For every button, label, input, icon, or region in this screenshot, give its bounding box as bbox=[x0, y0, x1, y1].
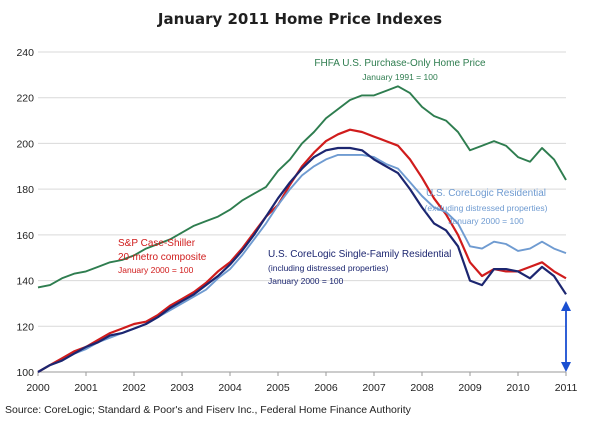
decline-arrow bbox=[561, 301, 571, 372]
x-tick-label: 2005 bbox=[266, 382, 290, 394]
y-tick-label: 120 bbox=[16, 321, 34, 333]
y-tick-label: 220 bbox=[16, 93, 34, 105]
x-tick-label: 2007 bbox=[362, 382, 386, 394]
x-tick-label: 2002 bbox=[122, 382, 146, 394]
y-tick-label: 160 bbox=[16, 230, 34, 242]
label-case-shiller: January 2000 = 100 bbox=[118, 265, 194, 275]
series-lines bbox=[37, 85, 567, 373]
series-fhfa-line bbox=[37, 85, 567, 289]
y-axis-ticks: 100 120 140 160 180 200 220 240 bbox=[16, 47, 34, 379]
y-tick-label: 240 bbox=[16, 47, 34, 59]
label-fhfa: FHFA U.S. Purchase-Only Home Price bbox=[314, 58, 486, 69]
label-corelogic-excl: (excluding distressed properties) bbox=[425, 203, 548, 213]
series-corelogic-incl-line bbox=[37, 146, 567, 373]
x-tick-label: 2001 bbox=[74, 382, 98, 394]
x-tick-label: 2003 bbox=[170, 382, 194, 394]
y-tick-label: 200 bbox=[16, 138, 34, 150]
label-corelogic-incl: (including distressed properties) bbox=[268, 263, 389, 273]
y-tick-label: 100 bbox=[16, 367, 34, 379]
label-case-shiller: S&P Case-Shiller bbox=[118, 238, 196, 249]
series-labels: FHFA U.S. Purchase-Only Home Price Januar… bbox=[118, 58, 548, 286]
series-case-shiller-line bbox=[37, 128, 567, 373]
label-fhfa: January 1991 = 100 bbox=[362, 72, 438, 82]
x-tick-label: 2006 bbox=[314, 382, 338, 394]
gridlines bbox=[37, 51, 567, 376]
y-tick-label: 140 bbox=[16, 276, 34, 288]
x-tick-label: 2009 bbox=[458, 382, 482, 394]
label-corelogic-excl: January 2000 = 100 bbox=[448, 216, 524, 226]
x-tick-label: 2004 bbox=[218, 382, 242, 394]
label-case-shiller: 20-metro composite bbox=[118, 252, 207, 263]
source-note: Source: CoreLogic; Standard & Poor's and… bbox=[5, 404, 412, 416]
label-corelogic-incl: U.S. CoreLogic Single-Family Residential bbox=[268, 249, 451, 260]
x-tick-label: 2008 bbox=[410, 382, 434, 394]
x-axis-ticks: 2000 2001 2002 2003 2004 2005 2006 2007 2008 2009… bbox=[26, 382, 577, 394]
y-tick-label: 180 bbox=[16, 184, 34, 196]
label-corelogic-incl: January 2000 = 100 bbox=[268, 276, 344, 286]
x-tick-label: 2011 bbox=[555, 382, 578, 394]
chart-title: January 2011 Home Price Indexes bbox=[157, 10, 442, 28]
x-tick-label: 2000 bbox=[26, 382, 50, 394]
x-tick-label: 2010 bbox=[506, 382, 530, 394]
label-corelogic-excl: U.S. CoreLogic Residential bbox=[426, 188, 546, 199]
